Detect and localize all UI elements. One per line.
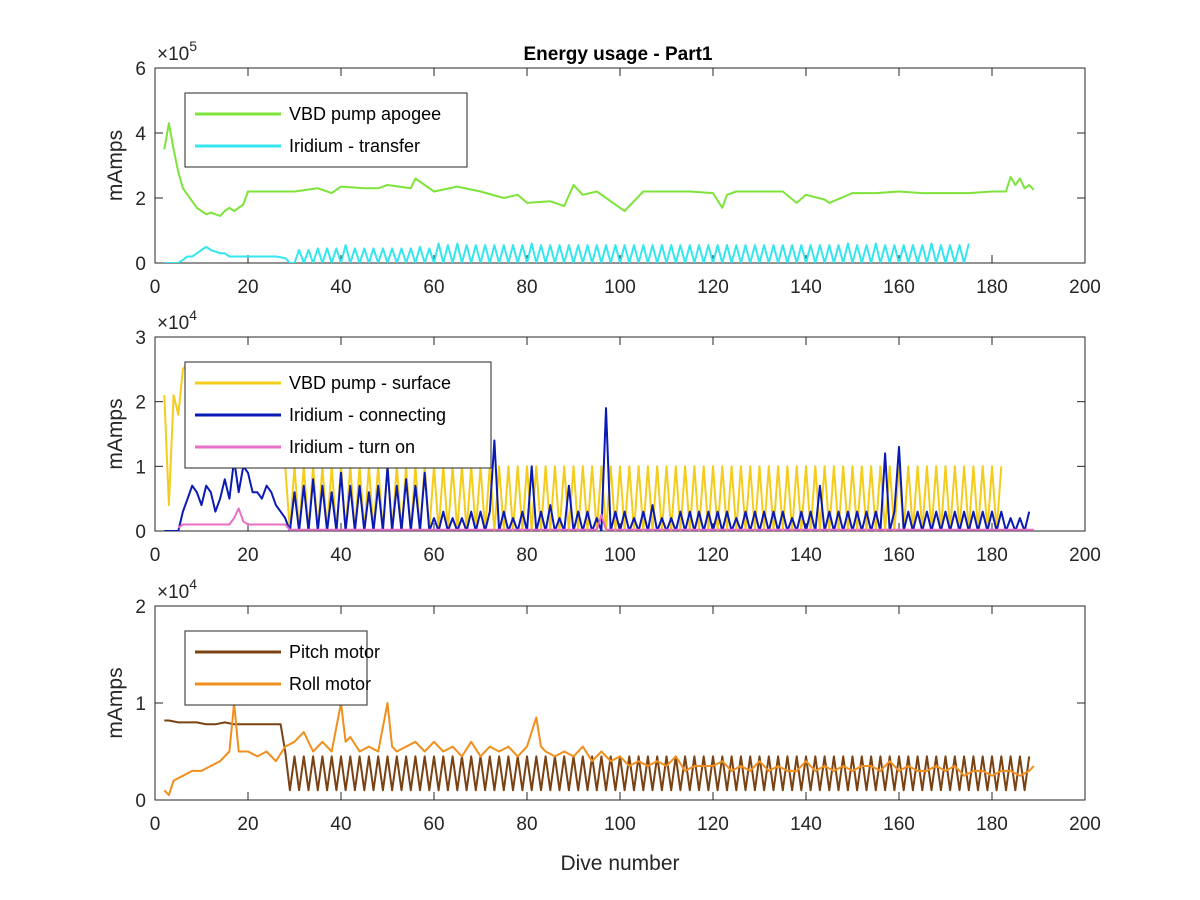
y-tick-label: 0 xyxy=(135,522,146,543)
y-axis-label: mAmps xyxy=(104,130,127,201)
legend-box xyxy=(184,630,368,706)
y-exponent-label: ×104 xyxy=(157,576,197,603)
y-exponent-base: ×10 xyxy=(157,582,189,603)
legend-label: VBD pump - surface xyxy=(289,373,451,393)
x-tick-label: 200 xyxy=(1069,545,1101,566)
legend-label: Iridium - turn on xyxy=(289,437,415,457)
series-line xyxy=(164,242,970,263)
legend-box xyxy=(184,92,468,168)
series-line xyxy=(163,122,1035,217)
series-line xyxy=(163,702,1035,797)
x-axis-label: Dive number xyxy=(560,852,679,875)
legend: Pitch motor Roll motor xyxy=(184,630,380,706)
legend-label: VBD pump apogee xyxy=(289,104,441,124)
panel-energy-part1-middle: 0 20 40 60 80 100 120 140 160 180 200 0 1 2 3 ×104 mAmps… xyxy=(104,307,1101,566)
x-tick-label: 140 xyxy=(790,277,822,298)
y-exponent-label: ×105 xyxy=(157,38,197,65)
x-tick-label: 40 xyxy=(330,814,351,835)
y-tick-label: 2 xyxy=(135,189,146,210)
x-tick-label: 120 xyxy=(697,814,729,835)
y-tick-label: 6 xyxy=(135,59,146,80)
x-tick-label: 0 xyxy=(150,545,161,566)
x-tick-label: 60 xyxy=(423,277,444,298)
x-tick-label: 100 xyxy=(604,814,636,835)
y-tick-label: 0 xyxy=(135,254,146,275)
legend: VBD pump apogee Iridium - transfer xyxy=(184,92,468,168)
legend-label: Pitch motor xyxy=(289,642,380,662)
series-line xyxy=(164,719,1031,792)
y-tick-label: 0 xyxy=(135,791,146,812)
y-exponent-power: 4 xyxy=(189,307,197,323)
y-tick-label: 4 xyxy=(135,124,146,145)
y-tick-label: 1 xyxy=(135,457,146,478)
x-tick-label: 20 xyxy=(237,814,258,835)
x-tick-label: 120 xyxy=(697,277,729,298)
y-exponent-base: ×10 xyxy=(157,313,189,334)
x-tick-label: 140 xyxy=(790,814,822,835)
x-tick-label: 140 xyxy=(790,545,822,566)
x-tick-label: 180 xyxy=(976,545,1008,566)
x-tick-label: 200 xyxy=(1069,277,1101,298)
x-tick-label: 100 xyxy=(604,545,636,566)
x-tick-label: 80 xyxy=(516,277,537,298)
legend-label: Roll motor xyxy=(289,674,371,694)
x-tick-label: 160 xyxy=(883,814,915,835)
panel-energy-part1-top: 0 20 40 60 80 100 120 140 160 180 200 0 2 4 6 ×105 mAmps… xyxy=(104,38,1101,298)
series-line xyxy=(177,507,1034,531)
legend: VBD pump - surface Iridium - connecting Ir… xyxy=(184,361,492,469)
x-tick-label: 40 xyxy=(330,545,351,566)
x-tick-label: 0 xyxy=(150,814,161,835)
x-tick-label: 80 xyxy=(516,814,537,835)
x-tick-label: 40 xyxy=(330,277,351,298)
x-tick-label: 160 xyxy=(883,545,915,566)
x-tick-label: 0 xyxy=(150,277,161,298)
x-tick-label: 60 xyxy=(423,545,444,566)
x-tick-label: 60 xyxy=(423,814,444,835)
y-tick-label: 2 xyxy=(135,393,146,414)
x-tick-label: 120 xyxy=(697,545,729,566)
y-tick-label: 1 xyxy=(135,694,146,715)
x-tick-label: 180 xyxy=(976,277,1008,298)
panel-energy-part1-bottom: 0 20 40 60 80 100 120 140 160 180 200 0 1 2 ×104 mAmps P… xyxy=(104,576,1101,835)
x-tick-label: 20 xyxy=(237,277,258,298)
y-exponent-power: 4 xyxy=(189,576,197,592)
x-tick-label: 80 xyxy=(516,545,537,566)
legend-label: Iridium - connecting xyxy=(289,405,446,425)
y-tick-label: 2 xyxy=(135,597,146,618)
x-tick-label: 160 xyxy=(883,277,915,298)
legend-label: Iridium - transfer xyxy=(289,136,420,156)
y-exponent-label: ×104 xyxy=(157,307,197,334)
chart-title: Energy usage - Part1 xyxy=(523,44,712,65)
y-axis-label: mAmps xyxy=(104,398,127,469)
y-exponent-base: ×10 xyxy=(157,44,189,65)
x-tick-label: 20 xyxy=(237,545,258,566)
y-axis-label: mAmps xyxy=(104,667,127,738)
x-tick-label: 200 xyxy=(1069,814,1101,835)
y-tick-label: 3 xyxy=(135,328,146,349)
y-exponent-power: 5 xyxy=(189,38,197,54)
x-tick-label: 100 xyxy=(604,277,636,298)
x-tick-label: 180 xyxy=(976,814,1008,835)
